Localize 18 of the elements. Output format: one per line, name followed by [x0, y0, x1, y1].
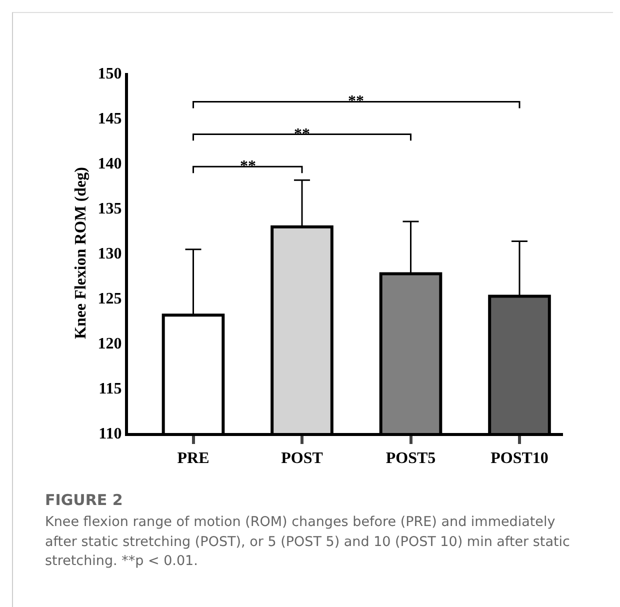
y-tick-label: 150	[98, 66, 122, 83]
annotation: **	[348, 93, 364, 110]
x-tick-label: POST5	[386, 450, 436, 468]
annotation: **	[240, 158, 256, 175]
text: Knee flexion range of motion (ROM) changes before (PRE) and immediately after static stretching (POST), or 5 (POST 5) and 10 (POST 10) min after static stretching. **p < 0.01.	[45, 513, 571, 572]
caption: FIGURE 2	[45, 491, 124, 509]
y-tick-label: 115	[98, 380, 122, 398]
y-tick-label: 140	[98, 156, 122, 173]
x-tick-label: PRE	[177, 450, 210, 468]
x-tick-label: POST	[281, 450, 324, 468]
y-tick-label: 130	[98, 246, 122, 263]
y-tick-label: 135	[98, 200, 122, 218]
y-tick-label: 125	[98, 290, 122, 308]
y-tick-label: 145	[98, 110, 122, 128]
y-axis-title: Knee Flexion ROM (deg)	[72, 167, 90, 339]
y-tick-label: 110	[98, 426, 122, 443]
y-tick-label: 120	[98, 336, 122, 353]
x-tick-label: POST10	[490, 450, 548, 468]
